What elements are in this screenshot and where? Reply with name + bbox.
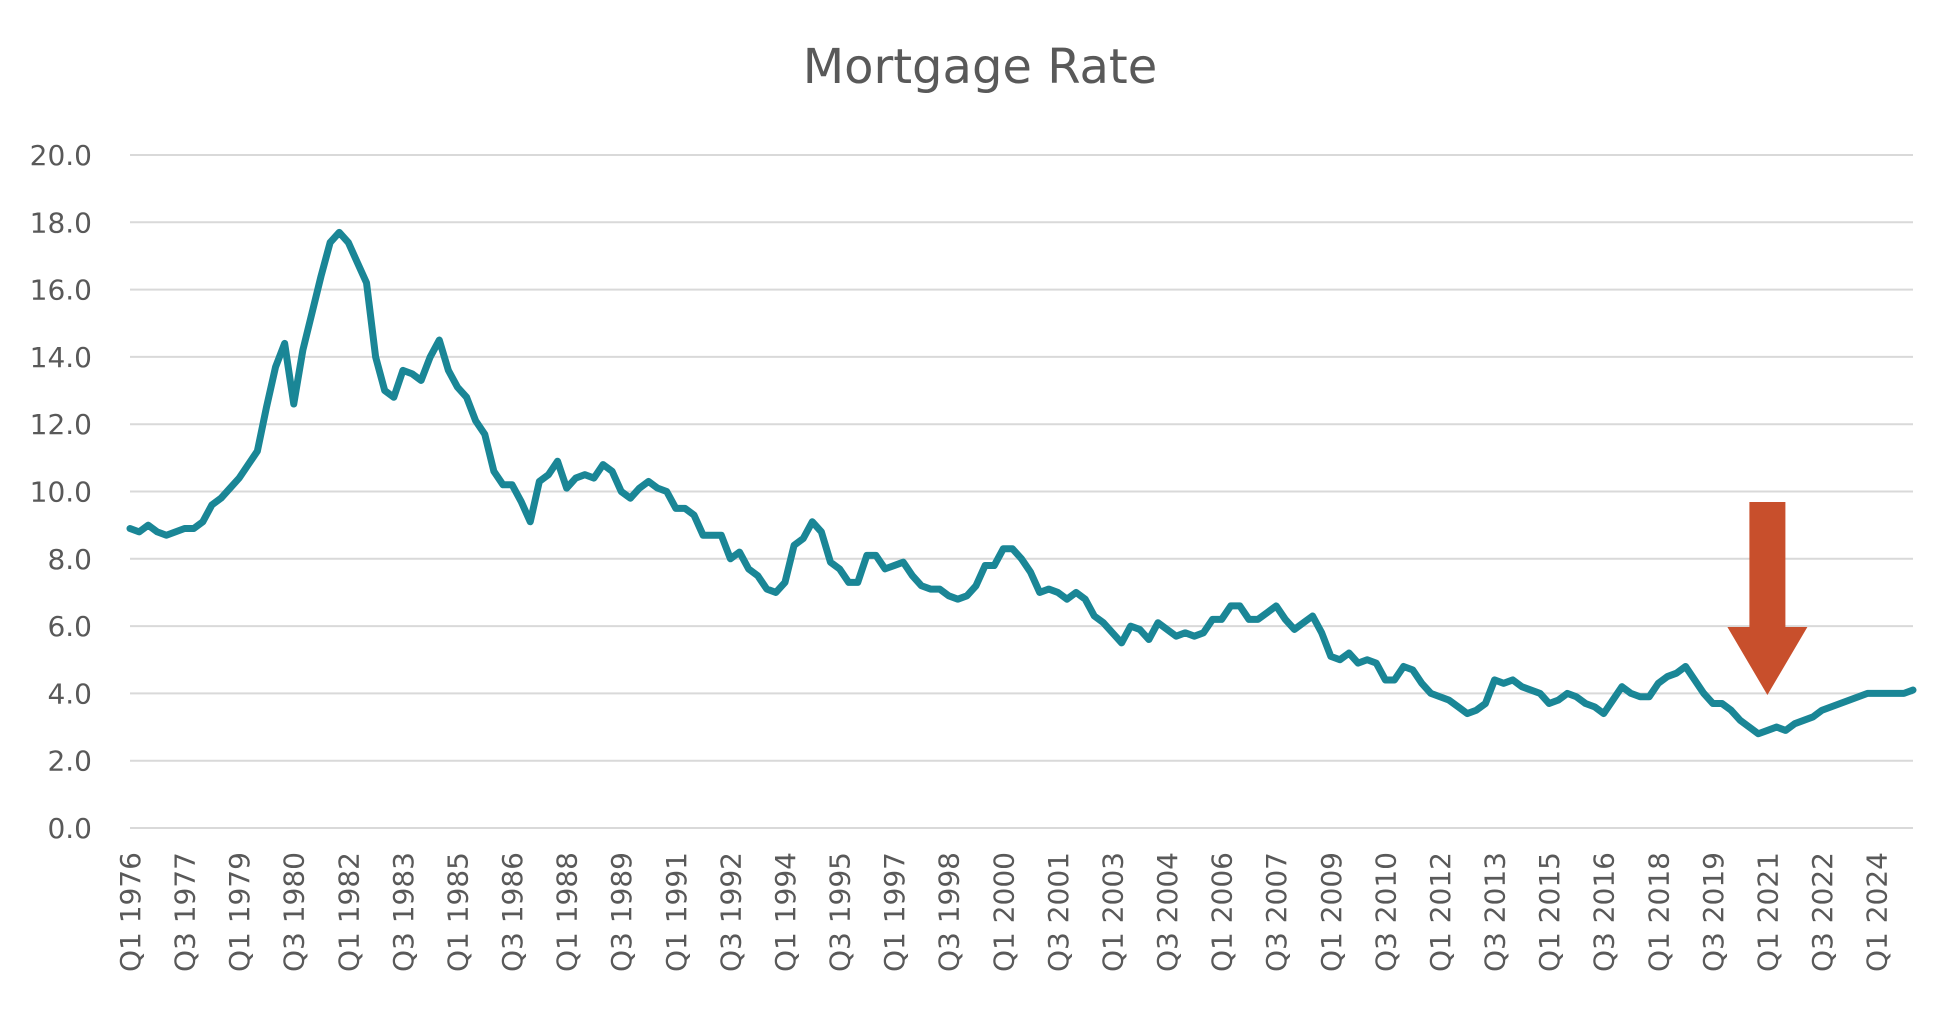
chart-title: Mortgage Rate: [803, 39, 1158, 95]
x-tick-label: Q1 2024: [1861, 852, 1894, 972]
y-tick-label: 0.0: [47, 812, 92, 845]
x-tick-label: Q1 1994: [769, 852, 802, 972]
x-tick-label: Q3 1983: [387, 852, 420, 972]
x-tick-label: Q3 2010: [1369, 852, 1402, 972]
y-tick-label: 16.0: [30, 274, 92, 307]
x-tick-label: Q3 2019: [1697, 852, 1730, 972]
x-tick-label: Q3 2022: [1806, 852, 1839, 972]
x-tick-label: Q1 2012: [1424, 852, 1457, 972]
x-axis-ticks: Q1 1976 Q3 1977 Q1 1979 Q3 1980 Q1 1982 Q3 19…: [114, 852, 1894, 972]
x-tick-label: Q1 2015: [1533, 852, 1566, 972]
y-tick-label: 12.0: [30, 408, 92, 441]
x-tick-label: Q3 2007: [1260, 852, 1293, 972]
x-tick-label: Q3 1989: [605, 852, 638, 972]
annotation-layer: [1727, 502, 1808, 695]
y-tick-label: 6.0: [47, 610, 92, 643]
x-tick-label: Q1 2006: [1206, 852, 1239, 972]
down-arrow-annotation: [1727, 502, 1808, 695]
x-tick-label: Q1 2009: [1315, 852, 1348, 972]
x-tick-label: Q3 1998: [933, 852, 966, 972]
series-line-layer: [126, 228, 1917, 738]
x-tick-label: Q3 1992: [714, 852, 747, 972]
x-tick-label: Q1 1988: [551, 852, 584, 972]
x-tick-label: Q3 2016: [1588, 852, 1621, 972]
x-tick-label: Q3 2001: [1042, 852, 1075, 972]
x-tick-label: Q3 1995: [824, 852, 857, 972]
gridlines: [130, 154, 1913, 829]
x-tick-label: Q1 2000: [987, 852, 1020, 972]
y-tick-label: 10.0: [30, 476, 92, 509]
x-tick-label: Q1 2003: [1096, 852, 1129, 972]
y-tick-label: 2.0: [47, 745, 92, 778]
y-tick-label: 14.0: [30, 341, 92, 374]
x-tick-label: Q1 1979: [223, 852, 256, 972]
x-tick-label: Q1 1985: [441, 852, 474, 972]
x-tick-label: Q1 1982: [332, 852, 365, 972]
x-tick-label: Q3 2004: [1151, 852, 1184, 972]
y-tick-label: 20.0: [30, 139, 92, 172]
y-tick-label: 8.0: [47, 543, 92, 576]
x-tick-label: Q3 2013: [1479, 852, 1512, 972]
x-tick-label: Q1 1976: [114, 852, 147, 972]
y-axis-ticks: 0.0 2.0 4.0 6.0 8.0 10.0 12.0 14.0 16.0 18.0 20.0: [30, 139, 92, 845]
x-tick-label: Q3 1977: [169, 852, 202, 972]
y-tick-label: 18.0: [30, 206, 92, 239]
x-tick-label: Q1 2021: [1751, 852, 1784, 972]
x-tick-label: Q1 1991: [660, 852, 693, 972]
y-tick-label: 4.0: [47, 677, 92, 710]
x-tick-label: Q3 1986: [496, 852, 529, 972]
x-tick-label: Q1 1997: [878, 852, 911, 972]
x-tick-label: Q1 2018: [1642, 852, 1675, 972]
x-tick-label: Q3 1980: [278, 852, 311, 972]
series-line: [126, 228, 1917, 738]
